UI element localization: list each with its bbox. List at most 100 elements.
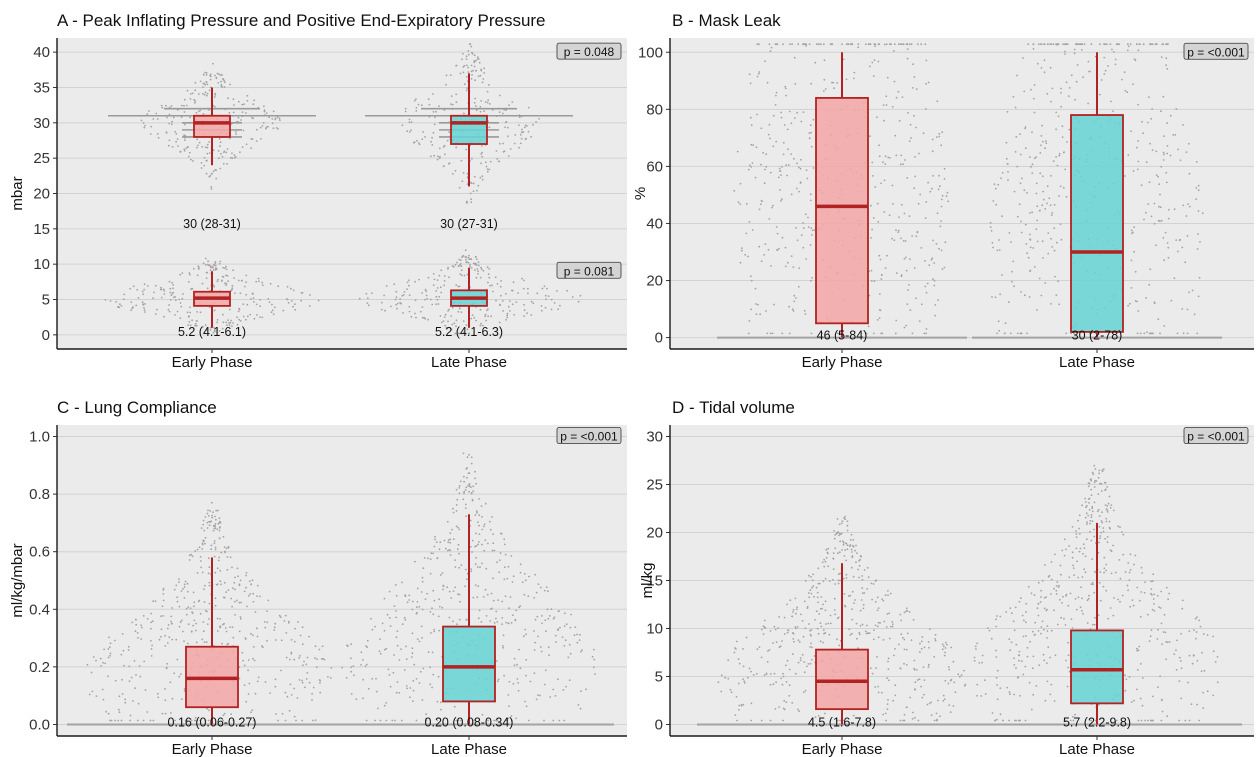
data-point — [1083, 568, 1086, 571]
data-point — [1109, 549, 1112, 551]
data-point — [218, 522, 220, 525]
data-point — [395, 290, 398, 293]
data-point — [221, 280, 223, 282]
data-point — [1059, 564, 1062, 567]
data-point — [275, 127, 278, 129]
data-point — [262, 122, 265, 124]
data-point — [168, 304, 171, 306]
data-point — [296, 697, 299, 699]
data-point — [446, 520, 449, 523]
data-point — [243, 285, 246, 288]
data-point — [206, 521, 209, 524]
data-point — [911, 235, 913, 237]
data-point — [1020, 231, 1023, 234]
data-point — [808, 623, 810, 625]
data-point — [232, 98, 235, 101]
data-point — [1136, 43, 1138, 46]
y-tick-label: 0.2 — [29, 659, 50, 676]
data-point — [217, 150, 220, 152]
data-point — [201, 146, 204, 148]
data-point — [463, 112, 465, 115]
data-point — [465, 76, 468, 78]
data-point — [245, 274, 248, 277]
data-point — [895, 229, 897, 232]
data-point — [393, 654, 395, 656]
data-point — [188, 272, 191, 274]
data-point — [1082, 553, 1084, 555]
data-point — [897, 43, 900, 46]
data-point — [883, 179, 886, 182]
data-point — [151, 620, 154, 623]
data-point — [484, 539, 487, 541]
data-point — [229, 556, 232, 559]
data-point — [465, 619, 468, 621]
data-point — [887, 657, 890, 660]
data-point — [178, 578, 180, 580]
data-point — [925, 291, 928, 294]
data-point — [161, 712, 164, 715]
data-point — [114, 719, 116, 722]
data-point — [822, 629, 825, 631]
data-point — [464, 249, 467, 252]
data-point — [214, 74, 216, 77]
data-point — [552, 719, 555, 722]
data-point — [871, 61, 874, 64]
data-point — [1157, 628, 1159, 631]
data-point — [489, 160, 492, 163]
data-point — [1168, 592, 1171, 595]
data-point — [533, 649, 536, 651]
data-point — [194, 100, 197, 102]
data-point — [432, 273, 435, 275]
data-point — [846, 524, 849, 527]
data-point — [1132, 83, 1134, 86]
y-tick-label: 0.0 — [29, 716, 50, 733]
data-point — [178, 625, 181, 628]
data-point — [936, 136, 938, 139]
data-point — [802, 691, 805, 694]
data-point — [1127, 45, 1130, 48]
data-point — [150, 655, 153, 657]
data-point — [418, 143, 421, 146]
data-point — [263, 109, 266, 112]
data-point — [794, 626, 797, 628]
data-point — [219, 618, 222, 620]
data-point — [1041, 204, 1044, 207]
data-point — [784, 85, 787, 88]
data-point — [403, 291, 406, 293]
data-point — [1041, 240, 1044, 243]
data-point — [942, 700, 945, 702]
data-point — [474, 256, 477, 258]
data-point — [431, 686, 433, 689]
data-point — [195, 324, 198, 327]
data-point — [1020, 660, 1023, 663]
data-point — [245, 572, 248, 574]
data-point — [1095, 480, 1098, 482]
data-point — [885, 626, 888, 628]
data-point — [457, 265, 460, 268]
data-point — [248, 682, 251, 685]
data-point — [729, 688, 732, 691]
data-point — [238, 307, 241, 310]
data-point — [894, 694, 897, 697]
data-point — [523, 315, 525, 317]
data-point — [474, 470, 476, 473]
data-point — [218, 529, 221, 532]
data-point — [1110, 572, 1113, 575]
data-point — [791, 702, 794, 704]
data-point — [812, 118, 815, 121]
data-point — [463, 490, 466, 493]
data-point — [1108, 495, 1111, 498]
data-point — [853, 77, 855, 80]
data-point — [226, 163, 228, 165]
data-point — [1140, 566, 1143, 569]
data-point — [216, 72, 219, 75]
data-point — [1065, 195, 1068, 198]
data-point — [897, 643, 900, 646]
data-point — [576, 641, 579, 644]
data-point — [165, 104, 167, 107]
data-point — [1060, 573, 1062, 576]
data-point — [851, 544, 854, 547]
data-point — [1001, 719, 1004, 722]
data-point — [1155, 244, 1157, 247]
data-point — [471, 51, 473, 54]
